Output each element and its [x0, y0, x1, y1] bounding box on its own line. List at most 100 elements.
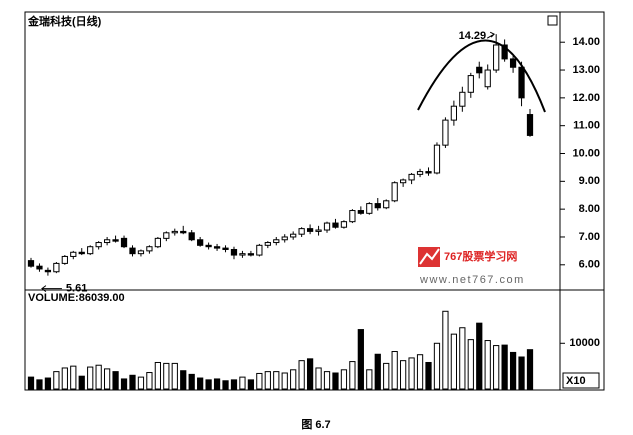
- volume-bar: [154, 361, 161, 390]
- annotation: 5.61: [66, 283, 87, 295]
- y-tick-label: 8.00: [579, 203, 600, 215]
- candle-body: [112, 239, 119, 242]
- candle-body: [205, 244, 212, 248]
- volume-bar: [129, 374, 136, 390]
- candle-body: [44, 269, 52, 273]
- volume-bar: [332, 372, 339, 390]
- volume-bar: [180, 370, 187, 390]
- volume-bar: [247, 379, 255, 390]
- y-tick-label: 6.00: [579, 259, 600, 271]
- y-tick-label: 14.00: [572, 36, 600, 48]
- chart-title: 金瑞科技(日线): [27, 14, 102, 28]
- annotation-arrow: [41, 285, 62, 293]
- candle-body: [103, 239, 111, 244]
- candle-body: [61, 255, 68, 264]
- volume-bar: [103, 368, 111, 390]
- candle-body: [180, 230, 187, 234]
- volume-bar: [340, 369, 348, 390]
- volume-bar: [53, 371, 60, 390]
- candle-body: [230, 248, 238, 256]
- candle-body: [391, 182, 398, 202]
- volume-bar: [467, 339, 474, 390]
- y-tick-label: 12.00: [572, 92, 600, 104]
- watermark-name: 767股票学习网: [444, 249, 517, 263]
- volume-bar: [163, 362, 170, 390]
- volume-bar: [188, 373, 195, 390]
- volume-title: VOLUME:86039.00: [28, 292, 125, 304]
- candle-body: [53, 262, 60, 273]
- candle-body: [518, 66, 525, 99]
- volume-bar: [433, 342, 441, 390]
- candle-body: [332, 222, 339, 228]
- candle-body: [36, 265, 43, 270]
- volume-bar: [306, 358, 314, 390]
- candle-body: [163, 232, 170, 239]
- volume-bar: [323, 371, 331, 390]
- y-tick-label: 9.00: [579, 175, 600, 187]
- volume-bar: [120, 378, 128, 390]
- volume-bar: [501, 344, 508, 390]
- candle-body: [501, 44, 508, 60]
- y-tick-label: 13.00: [572, 64, 600, 76]
- candle-body: [484, 69, 491, 88]
- volume-bar: [391, 351, 398, 390]
- candle-body: [273, 239, 280, 244]
- candle-body: [129, 247, 136, 255]
- candle-body: [146, 246, 153, 252]
- annotation: 14.29: [459, 30, 487, 42]
- top-arc: [417, 39, 546, 113]
- candle-body: [459, 91, 466, 107]
- candle-body: [433, 144, 441, 174]
- volume-bar: [290, 369, 297, 390]
- candle-body: [383, 200, 390, 209]
- watermark: 767股票学习网 www.net767.com: [418, 247, 525, 286]
- candle-body: [213, 246, 221, 249]
- volume-bar: [400, 360, 407, 390]
- candle-body: [476, 66, 483, 74]
- candle-body: [95, 242, 102, 248]
- multiplier-box: [562, 372, 600, 389]
- y-tick-label: 10.00: [572, 147, 600, 159]
- volume-multiplier: X10: [566, 375, 586, 387]
- y-tick-label: 10000: [569, 337, 600, 349]
- volume-bar: [484, 340, 491, 390]
- volume-bar: [112, 371, 119, 390]
- volume-bar: [416, 354, 424, 390]
- volume-bar: [493, 345, 500, 390]
- candle-body: [323, 222, 331, 231]
- watermark-url: www.net767.com: [419, 274, 525, 286]
- candle-body: [120, 237, 128, 248]
- volume-bar: [366, 369, 373, 390]
- volume-bar: [78, 375, 85, 390]
- candle-body: [264, 242, 271, 246]
- candle-body: [27, 260, 35, 267]
- candle-body: [197, 239, 204, 246]
- outer-frame: [24, 11, 605, 391]
- volume-bar: [205, 379, 212, 390]
- candle-body: [281, 236, 288, 241]
- volume-bar: [281, 372, 288, 390]
- volume-bar: [518, 356, 525, 390]
- volume-bar: [450, 333, 458, 390]
- candle-body: [171, 230, 178, 234]
- volume-bar: [197, 377, 204, 390]
- candle-body: [306, 228, 314, 232]
- candle-body: [442, 119, 449, 146]
- volume-bar: [264, 371, 271, 390]
- candle-body: [493, 44, 500, 71]
- annotation-arrow: [486, 31, 496, 39]
- candle-body: [425, 171, 432, 174]
- candle-body: [340, 221, 348, 228]
- volume-bar: [36, 379, 43, 390]
- volume-bar: [349, 361, 356, 390]
- volume-bar: [230, 379, 238, 390]
- volume-bar: [171, 362, 178, 390]
- candle-body: [467, 75, 474, 93]
- candle-body: [247, 253, 255, 256]
- candle-body: [290, 233, 297, 238]
- volume-bar: [298, 360, 305, 390]
- candle-body: [450, 105, 458, 121]
- volume-bar: [146, 372, 153, 390]
- volume-bar: [442, 310, 449, 390]
- candle-body: [357, 210, 364, 214]
